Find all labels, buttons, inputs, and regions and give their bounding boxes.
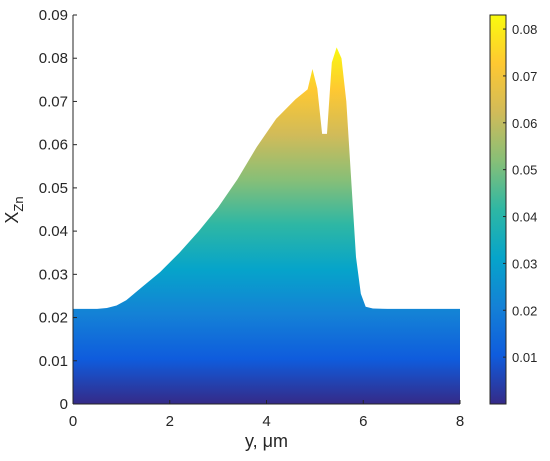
y-axis-label-subscript: Zn bbox=[11, 196, 26, 211]
y-tick-label: 0 bbox=[60, 396, 68, 413]
y-tick-label: 0.01 bbox=[39, 353, 68, 370]
y-axis: 0 0.01 0.02 0.03 0.04 0.05 0.06 0.07 0.08 0.09 bbox=[39, 7, 77, 413]
y-axis-label-main: X bbox=[2, 212, 22, 224]
y-tick-label: 0.08 bbox=[39, 50, 68, 67]
x-tick-label: 2 bbox=[166, 413, 174, 430]
y-tick-label: 0.03 bbox=[39, 266, 68, 283]
colorbar-tick-label: 0.08 bbox=[512, 22, 537, 37]
x-axis: 0 2 4 6 8 bbox=[69, 400, 464, 430]
colorbar-tick-label: 0.05 bbox=[512, 163, 537, 178]
y-tick-label: 0.05 bbox=[39, 180, 68, 197]
y-tick-label: 0.09 bbox=[39, 7, 68, 24]
x-tick-label: 4 bbox=[262, 413, 270, 430]
x-tick-label: 6 bbox=[359, 413, 367, 430]
y-tick-label: 0.06 bbox=[39, 137, 68, 154]
x-tick-label: 8 bbox=[456, 413, 464, 430]
colorbar-scale bbox=[489, 14, 507, 405]
colorbar-tick-label: 0.01 bbox=[512, 350, 537, 365]
colorbar-tick-label: 0.04 bbox=[512, 210, 537, 225]
colorbar-tick-label: 0.06 bbox=[512, 116, 537, 131]
y-tick-label: 0.07 bbox=[39, 93, 68, 110]
y-tick-label: 0.02 bbox=[39, 310, 68, 327]
x-tick-label: 0 bbox=[69, 413, 77, 430]
colorbar: 0.01 0.02 0.03 0.04 0.05 0.06 0.07 0.08 bbox=[489, 14, 537, 405]
y-axis-label: XZn bbox=[2, 196, 26, 223]
concentration-area bbox=[73, 47, 460, 405]
colorbar-tick-label: 0.02 bbox=[512, 303, 537, 318]
colorbar-tick-label: 0.03 bbox=[512, 256, 537, 271]
colorbar-tick-label: 0.07 bbox=[512, 69, 537, 84]
x-axis-label: y, μm bbox=[245, 431, 288, 451]
plot-area bbox=[73, 47, 460, 405]
y-tick-label: 0.04 bbox=[39, 223, 68, 240]
